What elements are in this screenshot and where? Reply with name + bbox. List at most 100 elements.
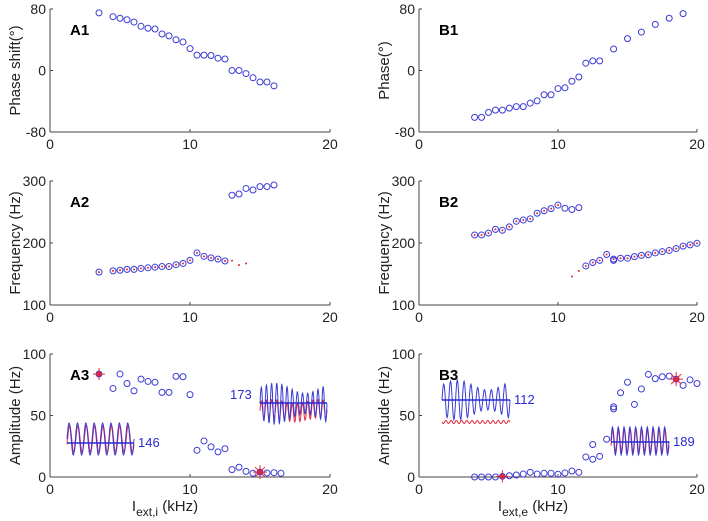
data-point <box>575 73 583 81</box>
data-point <box>130 265 138 273</box>
x-tick-label: 0 <box>415 309 423 325</box>
data-point <box>471 231 479 239</box>
data-point <box>686 376 694 384</box>
data-point <box>172 36 180 44</box>
red-data-point <box>147 266 149 269</box>
panel-b2: 0 10 20 100 200 300 B2 Frequency (Hz) <box>376 173 705 325</box>
red-data-point <box>154 266 156 269</box>
panel-label: A1 <box>70 22 89 39</box>
red-data-point <box>203 255 205 258</box>
data-point <box>540 469 548 477</box>
data-point <box>596 57 604 65</box>
data-point <box>228 191 236 199</box>
data-point <box>554 470 562 478</box>
data-point <box>270 181 278 189</box>
panel-label: A3 <box>70 367 89 384</box>
panel-label: B1 <box>439 22 458 39</box>
inset-blue-trace <box>610 425 670 457</box>
data-point <box>630 253 638 261</box>
data-point <box>123 380 131 388</box>
red-data-point <box>675 247 678 250</box>
data-point <box>582 453 590 461</box>
data-point <box>651 375 659 383</box>
marker-stroke <box>670 373 682 385</box>
data-point <box>123 16 131 24</box>
data-point <box>214 448 222 456</box>
y-tick-label: -80 <box>26 124 46 140</box>
data-point <box>547 205 555 213</box>
data-point <box>624 35 631 43</box>
red-data-point <box>98 271 100 274</box>
data-point <box>512 217 520 225</box>
data-point <box>485 473 492 481</box>
panel-a2: 0 10 20 100 200 300 A2 Frequency (Hz) <box>7 173 338 325</box>
red-data-point <box>543 209 546 212</box>
data-point <box>172 261 180 269</box>
inset-trace: 173 <box>230 382 328 426</box>
y-tick-label: 300 <box>392 173 416 189</box>
data-point <box>610 403 618 411</box>
data-point <box>630 400 638 408</box>
data-point <box>637 385 645 393</box>
data-point <box>214 54 222 62</box>
data-point <box>478 231 486 239</box>
data-point <box>137 22 145 30</box>
data-point <box>485 108 492 116</box>
x-label-subscript: ext,e <box>502 505 528 519</box>
data-point <box>693 380 701 388</box>
red-data-point <box>487 232 490 235</box>
data-point <box>249 469 257 477</box>
data-point <box>658 373 666 381</box>
panel-b3: 0 10 20 0 50 100 B3 Amplitude (Hz) Iext,e (kHz) 1… <box>376 346 705 519</box>
data-point <box>596 256 604 264</box>
data-point <box>644 251 652 259</box>
red-data-point <box>689 243 692 246</box>
red-data-point <box>626 257 629 260</box>
red-data-point <box>682 245 685 248</box>
red-data-point <box>231 259 233 262</box>
red-data-point <box>245 262 247 265</box>
y-axis-label: Frequency (Hz) <box>376 191 393 294</box>
x-tick-label: 0 <box>46 136 54 152</box>
red-data-point <box>661 250 664 253</box>
inset-frequency-label: 112 <box>514 392 535 407</box>
x-axis-label: Iext,e (kHz) <box>498 498 568 519</box>
data-point <box>596 452 604 460</box>
data-point <box>610 405 618 413</box>
x-tick-label: 20 <box>322 309 338 325</box>
red-data-point <box>647 253 650 256</box>
data-point <box>186 391 194 399</box>
data-point <box>221 257 229 265</box>
x-tick-label: 20 <box>322 136 338 152</box>
data-point <box>179 373 187 381</box>
data-point <box>526 468 534 476</box>
x-tick-label: 10 <box>550 136 566 152</box>
data-point <box>672 245 680 253</box>
inset-red-trace <box>259 398 328 424</box>
panel-label: B2 <box>439 194 458 211</box>
x-tick-label: 0 <box>46 481 54 497</box>
x-label-main: I <box>132 498 136 515</box>
data-point <box>277 469 285 477</box>
inset-blue-trace <box>66 422 135 456</box>
data-point <box>568 467 576 475</box>
red-data-point <box>238 264 240 267</box>
x-tick-label: 10 <box>550 481 566 497</box>
red-data-point <box>168 265 170 268</box>
marker-stroke <box>254 466 266 478</box>
y-tick-label: 0 <box>38 469 46 485</box>
x-tick-label: 10 <box>182 309 198 325</box>
data-point <box>179 38 187 46</box>
red-data-point <box>133 268 135 271</box>
data-point <box>491 106 499 114</box>
data-point <box>242 70 250 78</box>
red-data-point <box>119 269 121 272</box>
data-point <box>165 388 173 396</box>
data-point <box>651 249 659 257</box>
data-point <box>693 239 701 247</box>
data-point <box>109 267 117 275</box>
inset-frequency-label: 146 <box>138 435 160 450</box>
